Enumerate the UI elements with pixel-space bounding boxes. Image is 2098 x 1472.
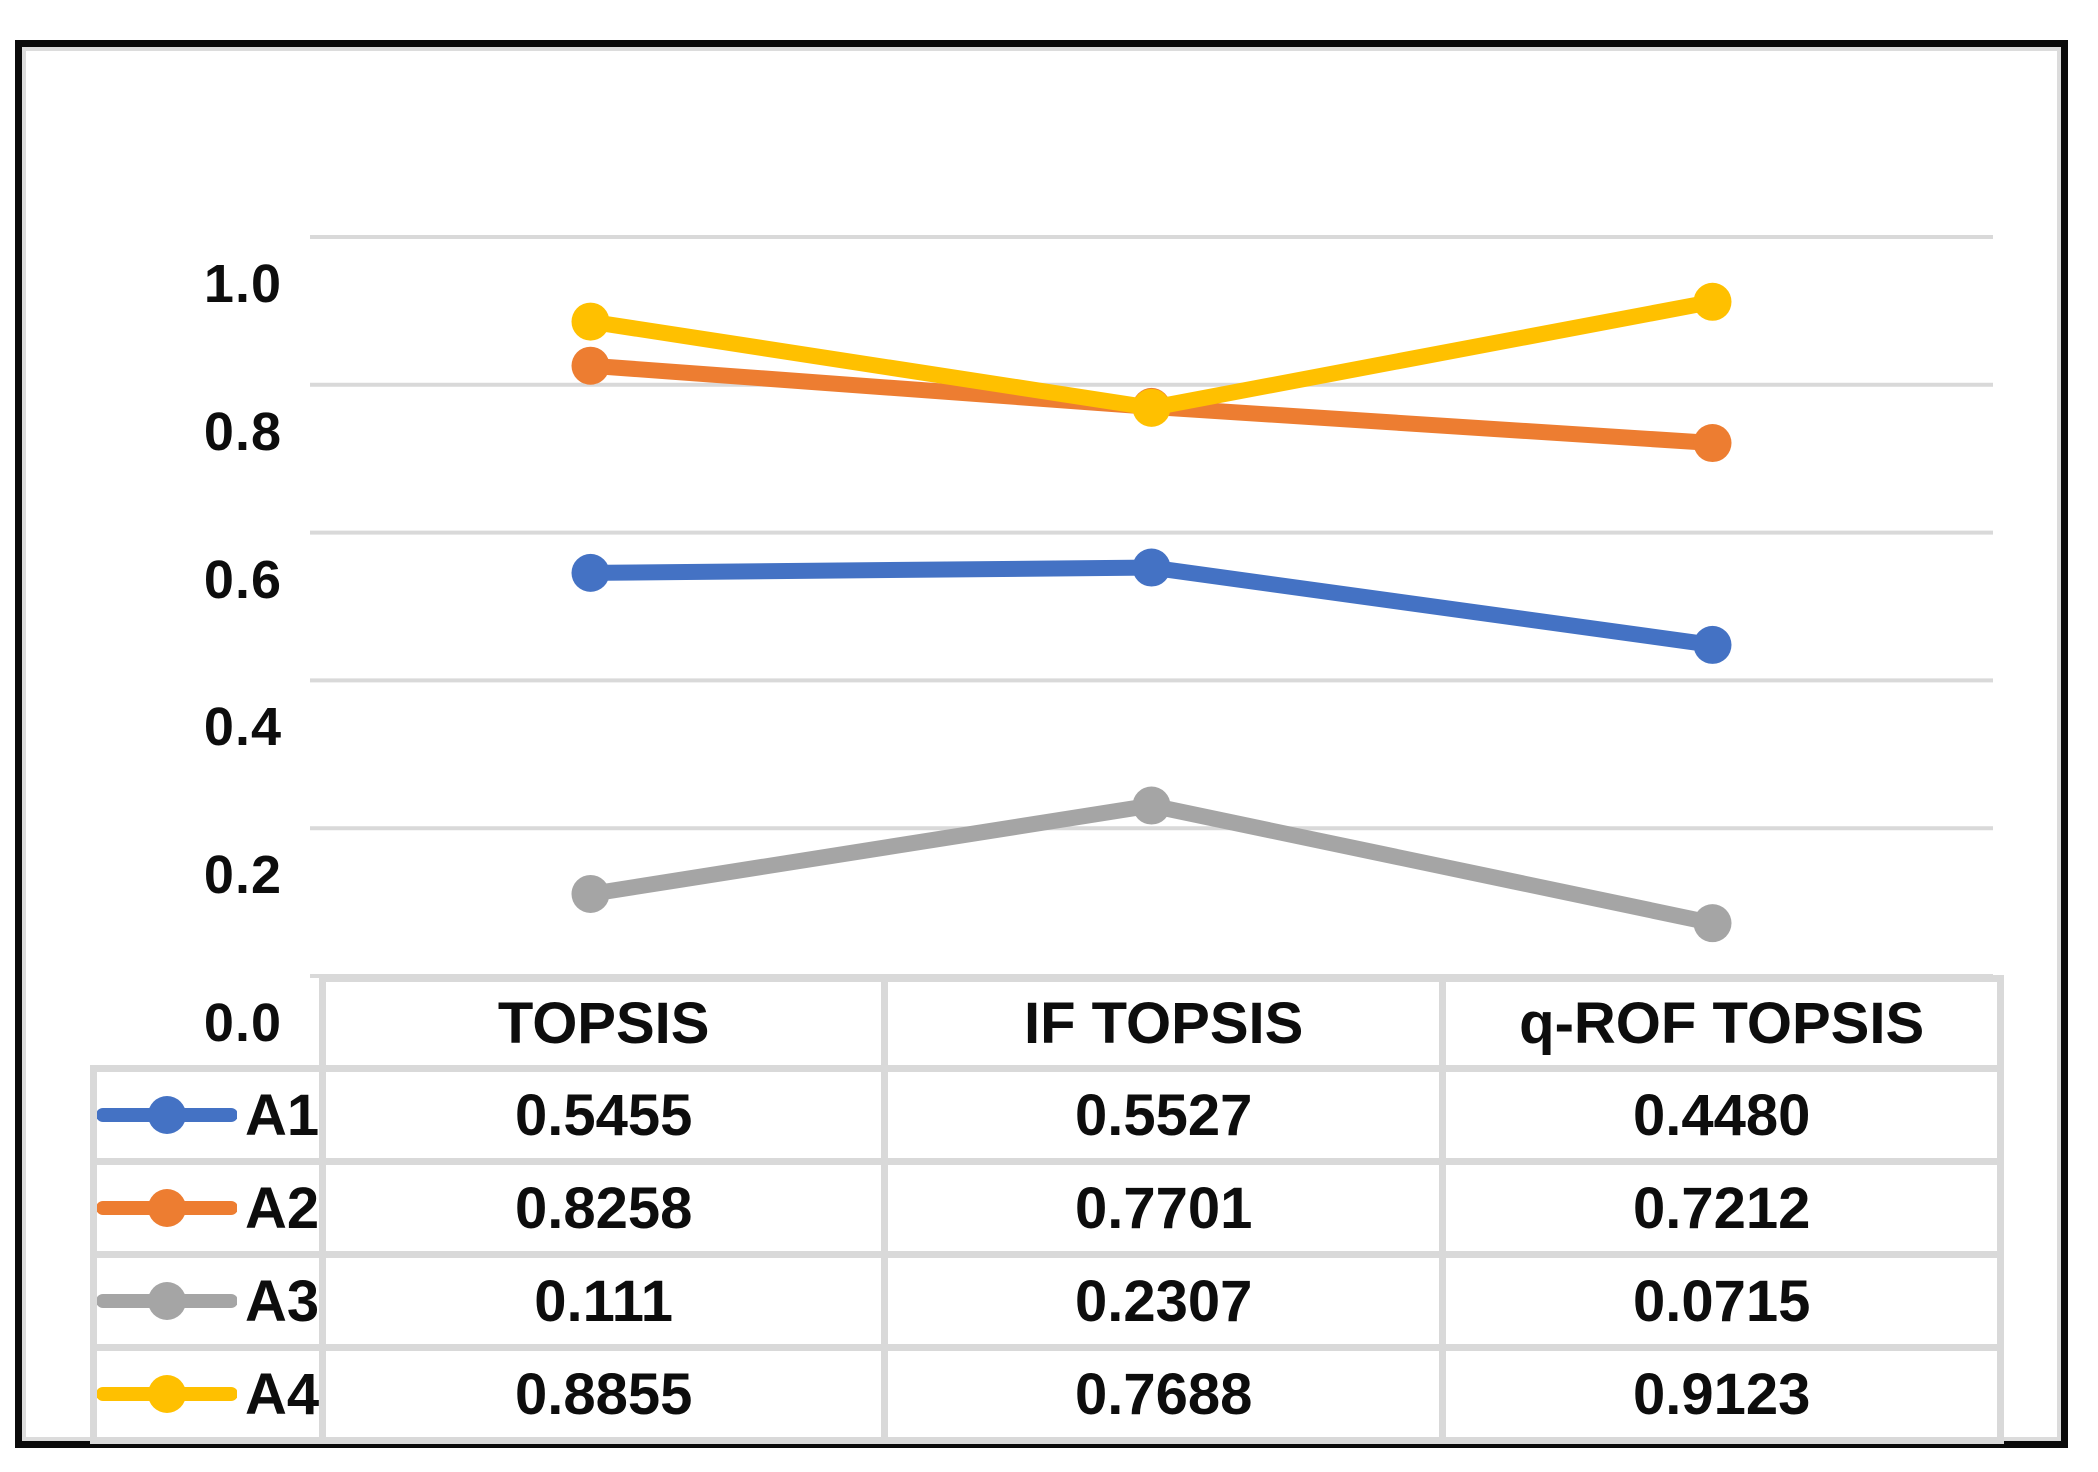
series-a4-marker-icon bbox=[100, 1375, 237, 1413]
value-a3-topsis: 0.111 bbox=[319, 1251, 889, 1351]
column-header-if-topsis: IF TOPSIS bbox=[881, 975, 1447, 1072]
data-point-A3-IF TOPSIS bbox=[1132, 786, 1171, 825]
value-a3-qrof-topsis: 0.0715 bbox=[1439, 1251, 2005, 1351]
series-a2-marker-icon bbox=[100, 1189, 237, 1227]
y-axis-tick-0.8: 0.8 bbox=[203, 402, 282, 462]
data-point-A1-TOPSIS bbox=[571, 553, 610, 592]
value-a1-topsis: 0.5455 bbox=[319, 1065, 889, 1165]
table-header-row: TOPSIS IF TOPSIS q-ROF TOPSIS bbox=[94, 975, 2005, 1072]
column-header-topsis: TOPSIS bbox=[319, 975, 889, 1072]
data-point-A2-TOPSIS bbox=[571, 346, 610, 385]
series-a3-marker-icon bbox=[100, 1282, 237, 1320]
data-point-A3-q-ROF TOPSIS bbox=[1693, 904, 1732, 943]
data-point-A4-IF TOPSIS bbox=[1132, 388, 1171, 427]
table-row-a1: A1 0.5455 0.5527 0.4480 bbox=[89, 1065, 2005, 1165]
y-axis-tick-0.2: 0.2 bbox=[203, 845, 282, 905]
value-a2-topsis: 0.8258 bbox=[319, 1158, 889, 1258]
value-a2-if-topsis: 0.7701 bbox=[881, 1158, 1447, 1258]
column-header-qrof-topsis: q-ROF TOPSIS bbox=[1439, 975, 2005, 1072]
legend-key-a2: A2 bbox=[89, 1158, 327, 1258]
series-a4-label: A4 bbox=[245, 1361, 320, 1427]
value-a1-if-topsis: 0.5527 bbox=[881, 1065, 1447, 1165]
value-a3-if-topsis: 0.2307 bbox=[881, 1251, 1447, 1351]
chart-data-table: TOPSIS IF TOPSIS q-ROF TOPSIS A1 0.5455 bbox=[89, 975, 2005, 1444]
data-point-A3-TOPSIS bbox=[571, 874, 610, 913]
series-a1-label: A1 bbox=[245, 1082, 320, 1148]
series-a3-label: A3 bbox=[245, 1268, 320, 1334]
data-point-A2-q-ROF TOPSIS bbox=[1693, 424, 1732, 463]
value-a4-qrof-topsis: 0.9123 bbox=[1439, 1344, 2005, 1444]
data-point-A4-TOPSIS bbox=[571, 302, 610, 341]
legend-key-a1: A1 bbox=[89, 1065, 327, 1165]
value-a4-if-topsis: 0.7688 bbox=[881, 1344, 1447, 1444]
series-a1-marker-icon bbox=[100, 1096, 237, 1134]
table-row-a3: A3 0.111 0.2307 0.0715 bbox=[89, 1251, 2005, 1351]
legend-key-a4: A4 bbox=[89, 1344, 327, 1444]
y-axis-tick-0.6: 0.6 bbox=[203, 550, 282, 610]
value-a2-qrof-topsis: 0.7212 bbox=[1439, 1158, 2005, 1258]
y-axis-tick-0.0: 0.0 bbox=[203, 993, 282, 1053]
data-point-A4-q-ROF TOPSIS bbox=[1693, 282, 1732, 321]
table-row-a4: A4 0.8855 0.7688 0.9123 bbox=[89, 1344, 2005, 1444]
data-point-A1-IF TOPSIS bbox=[1132, 548, 1171, 587]
legend-key-a3: A3 bbox=[89, 1251, 327, 1351]
series-a2-label: A2 bbox=[245, 1175, 320, 1241]
data-point-A1-q-ROF TOPSIS bbox=[1693, 625, 1732, 664]
value-a1-qrof-topsis: 0.4480 bbox=[1439, 1065, 2005, 1165]
value-a4-topsis: 0.8855 bbox=[319, 1344, 889, 1444]
y-axis-tick-1.0: 1.0 bbox=[203, 254, 282, 314]
y-axis-tick-0.4: 0.4 bbox=[203, 697, 282, 757]
table-row-a2: A2 0.8258 0.7701 0.7212 bbox=[89, 1158, 2005, 1258]
table-corner-blank bbox=[94, 979, 323, 1069]
